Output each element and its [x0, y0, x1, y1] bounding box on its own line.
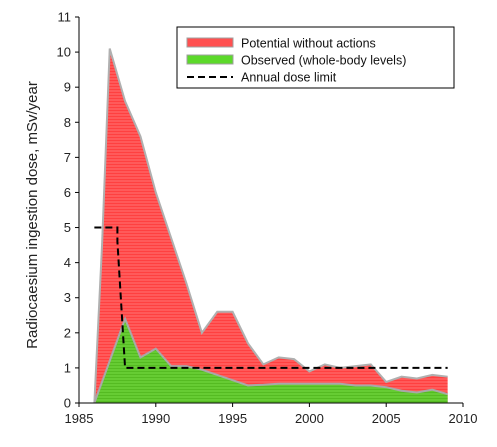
dose-limit-line — [94, 226, 448, 369]
legend-label-0: Potential without actions — [241, 37, 376, 51]
series-area-1 — [94, 318, 448, 403]
x-tick-label: 1990 — [141, 411, 170, 426]
legend-label-2: Annual dose limit — [241, 71, 337, 85]
y-tick-label: 0 — [64, 396, 71, 411]
legend-swatch-1 — [186, 54, 234, 65]
x-tick-label: 1995 — [218, 411, 247, 426]
y-tick-label: 5 — [64, 220, 71, 235]
axes-layer: 0 1 2 3 4 5 6 7 8 9 10 11 1985 1990 1995 2000 2005 2010 — [57, 10, 478, 427]
series-outline-0 — [93, 48, 448, 404]
y-tick-label: 6 — [64, 185, 71, 200]
areas-layer — [94, 48, 448, 403]
legend: Potential without actions Observed (whole… — [176, 26, 455, 89]
y-tick-label: 10 — [57, 45, 71, 60]
y-axis-title: Radiocaesium ingestion dose, mSv/year — [24, 81, 41, 349]
y-tick-label: 7 — [64, 150, 71, 165]
y-tick-label: 8 — [64, 115, 71, 130]
y-tick-label: 11 — [58, 10, 72, 25]
y-tick-label: 4 — [64, 255, 71, 270]
y-tick-label: 9 — [64, 80, 71, 95]
x-tick-label: 2000 — [295, 411, 324, 426]
y-tick-label: 2 — [64, 325, 71, 340]
y-tick-label: 1 — [64, 360, 71, 375]
series-outline-1 — [93, 315, 448, 404]
x-tick-label: 2005 — [372, 411, 401, 426]
x-tick-label: 1985 — [65, 411, 94, 426]
series-area-0 — [94, 48, 448, 403]
legend-swatch-0 — [186, 37, 234, 48]
lines-layer — [93, 48, 448, 404]
y-tick-label: 3 — [64, 290, 71, 305]
legend-label-1: Observed (whole-body levels) — [241, 54, 406, 68]
x-tick-label: 2010 — [449, 411, 478, 426]
